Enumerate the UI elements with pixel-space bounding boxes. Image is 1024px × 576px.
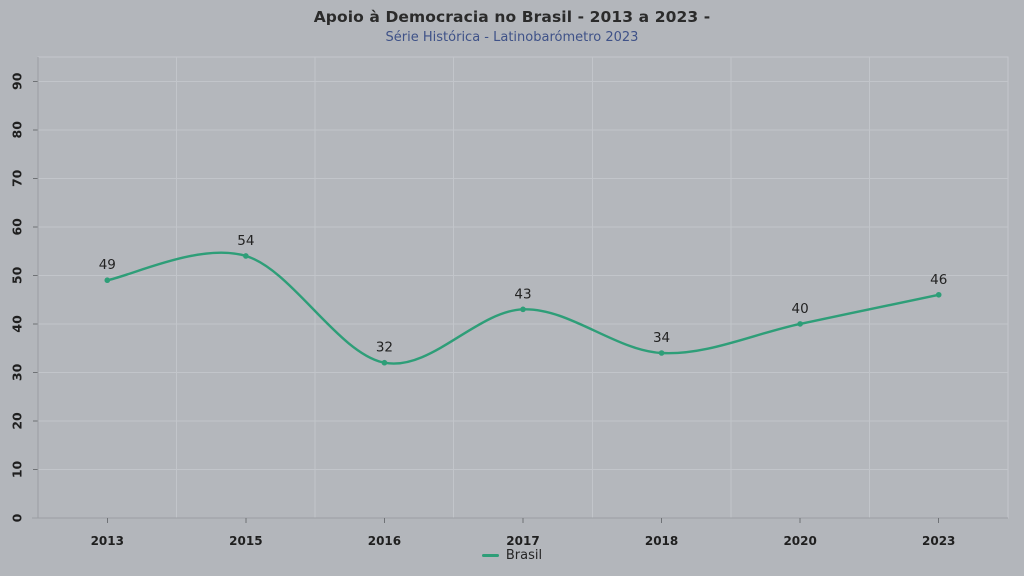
x-axis-tick-label: 2018 <box>645 534 678 548</box>
x-axis-tick-label: 2013 <box>91 534 124 548</box>
vertical-gridlines <box>176 57 870 518</box>
data-point-marker[interactable] <box>243 253 249 259</box>
x-axis-tick-label: 2016 <box>368 534 401 548</box>
data-point-label: 49 <box>99 257 116 273</box>
data-point-marker[interactable] <box>381 359 388 366</box>
x-axis-tick-label: 2015 <box>229 534 262 548</box>
plot-area <box>37 56 1009 519</box>
y-axis-tick-label: 50 <box>10 266 25 284</box>
legend-item-label: Brasil <box>505 548 543 563</box>
y-axis-tick-label: 30 <box>10 363 25 381</box>
y-axis-tick-label: 70 <box>10 169 25 187</box>
y-axis-tick-label: 90 <box>10 72 25 90</box>
y-axis: 0 10 20 30 40 50 60 70 80 90 <box>10 72 38 522</box>
data-point-marker[interactable] <box>104 277 111 284</box>
horizontal-gridlines <box>38 80 1008 470</box>
legend-line-swatch-icon <box>481 554 499 557</box>
data-point-label: 54 <box>237 233 254 249</box>
data-point-labels: 49 54 32 43 34 40 46 <box>99 233 948 356</box>
data-point-marker[interactable] <box>797 321 803 327</box>
x-axis-tick-label: 2023 <box>922 534 955 548</box>
data-point-marker[interactable] <box>520 306 526 313</box>
y-axis-tick-label: 20 <box>10 412 25 430</box>
data-point-label: 32 <box>376 340 393 356</box>
data-point-marker[interactable] <box>658 350 665 356</box>
chart-legend: Brasil <box>0 548 1024 563</box>
data-point-marker[interactable] <box>935 291 942 298</box>
data-point-label: 43 <box>514 286 531 302</box>
y-axis-tick-label: 0 <box>10 513 25 522</box>
y-axis-tick-label: 10 <box>10 460 25 478</box>
legend-item-brasil[interactable]: Brasil <box>481 548 543 563</box>
data-point-label: 46 <box>930 272 947 288</box>
data-point-label: 40 <box>792 301 809 317</box>
x-axis: 2013 2015 2016 2017 2018 2020 2023 <box>32 57 1008 548</box>
y-axis-tick-label: 40 <box>10 315 25 333</box>
series-brasil <box>104 251 942 366</box>
data-point-label: 34 <box>653 330 670 346</box>
x-axis-tick-label: 2020 <box>783 534 816 548</box>
y-axis-tick-label: 60 <box>10 218 25 236</box>
x-axis-tick-label: 2017 <box>506 534 539 548</box>
y-axis-tick-label: 80 <box>10 121 25 139</box>
